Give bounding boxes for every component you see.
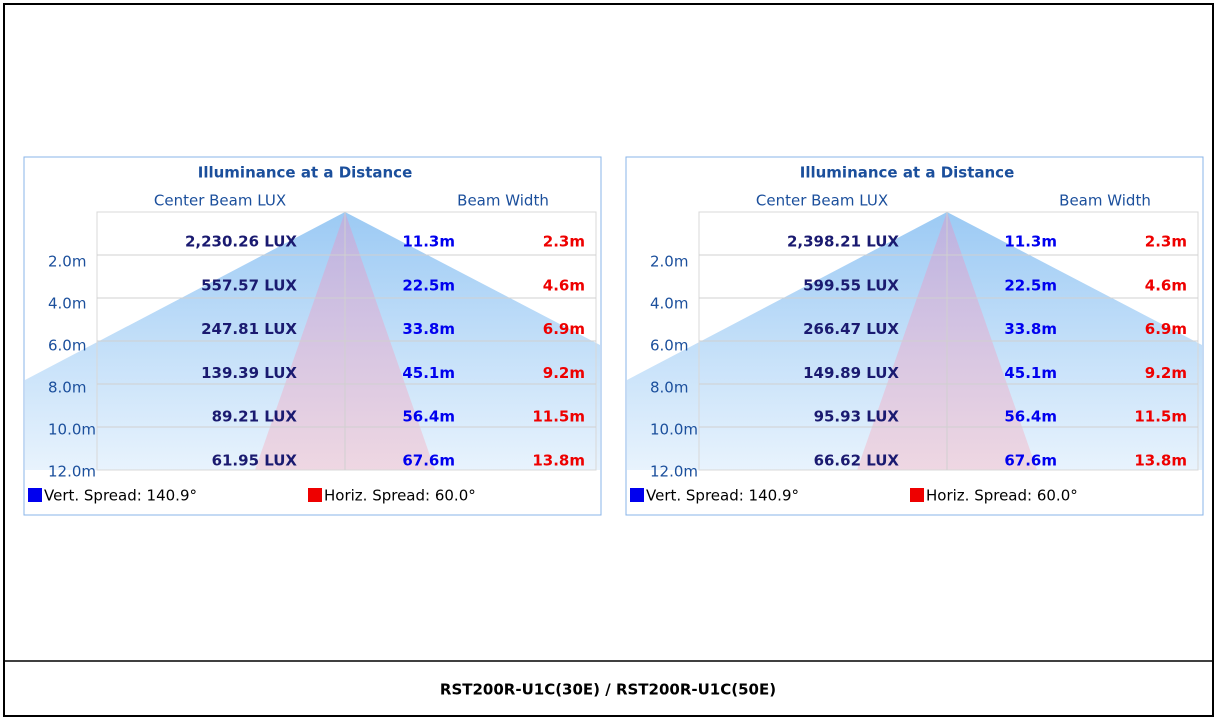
horizontal-width: 13.8m bbox=[532, 452, 585, 470]
lux-value: 66.62 LUX bbox=[814, 452, 900, 470]
distance-label: 2.0m bbox=[650, 253, 688, 271]
distance-label: 10.0m bbox=[48, 421, 96, 439]
lux-value: 266.47 LUX bbox=[803, 320, 899, 338]
horizontal-width: 13.8m bbox=[1134, 452, 1187, 470]
distance-label: 2.0m bbox=[48, 253, 86, 271]
horizontal-width: 4.6m bbox=[1145, 276, 1187, 294]
lux-value: 95.93 LUX bbox=[814, 408, 900, 426]
vertical-width: 11.3m bbox=[1004, 233, 1057, 251]
distance-label: 6.0m bbox=[48, 337, 86, 355]
horizontal-width: 4.6m bbox=[543, 276, 585, 294]
panel-title: Illuminance at a Distance bbox=[198, 164, 413, 182]
vertical-width: 67.6m bbox=[1004, 452, 1057, 470]
lux-value: 599.55 LUX bbox=[803, 276, 899, 294]
vertical-width: 33.8m bbox=[1004, 320, 1057, 338]
horizontal-width: 6.9m bbox=[543, 320, 585, 338]
distance-label: 6.0m bbox=[650, 337, 688, 355]
distance-label: 12.0m bbox=[650, 463, 698, 481]
legend-label: Vert. Spread: 140.9° bbox=[646, 487, 799, 505]
vertical-width: 45.1m bbox=[402, 364, 455, 382]
horizontal-width: 11.5m bbox=[1134, 408, 1187, 426]
column-header: Beam Width bbox=[1059, 192, 1151, 210]
legend-label: Vert. Spread: 140.9° bbox=[44, 487, 197, 505]
column-header: Center Beam LUX bbox=[756, 192, 888, 210]
lux-value: 247.81 LUX bbox=[201, 320, 297, 338]
horizontal-width: 6.9m bbox=[1145, 320, 1187, 338]
distance-label: 8.0m bbox=[48, 379, 86, 397]
legend-label: Horiz. Spread: 60.0° bbox=[926, 487, 1078, 505]
legend-swatch bbox=[28, 488, 42, 502]
vertical-width: 56.4m bbox=[1004, 408, 1057, 426]
frame bbox=[3, 3, 1214, 717]
legend-swatch bbox=[630, 488, 644, 502]
lux-value: 89.21 LUX bbox=[212, 408, 298, 426]
vertical-width: 11.3m bbox=[402, 233, 455, 251]
legend-swatch bbox=[308, 488, 322, 502]
horizontal-width: 2.3m bbox=[1145, 233, 1187, 251]
lux-value: 2,230.26 LUX bbox=[185, 233, 297, 251]
distance-label: 10.0m bbox=[650, 421, 698, 439]
vertical-width: 22.5m bbox=[1004, 276, 1057, 294]
lux-value: 139.39 LUX bbox=[201, 364, 297, 382]
lux-value: 149.89 LUX bbox=[803, 364, 899, 382]
vertical-width: 56.4m bbox=[402, 408, 455, 426]
legend-swatch bbox=[910, 488, 924, 502]
column-header: Center Beam LUX bbox=[154, 192, 286, 210]
lux-value: 557.57 LUX bbox=[201, 276, 297, 294]
distance-label: 8.0m bbox=[650, 379, 688, 397]
distance-label: 4.0m bbox=[48, 295, 86, 313]
panel-title: Illuminance at a Distance bbox=[800, 164, 1015, 182]
lux-value: 2,398.21 LUX bbox=[787, 233, 899, 251]
vertical-width: 33.8m bbox=[402, 320, 455, 338]
vertical-width: 67.6m bbox=[402, 452, 455, 470]
lux-value: 61.95 LUX bbox=[212, 452, 298, 470]
distance-label: 12.0m bbox=[48, 463, 96, 481]
vertical-width: 22.5m bbox=[402, 276, 455, 294]
column-header: Beam Width bbox=[457, 192, 549, 210]
horizontal-width: 9.2m bbox=[1145, 364, 1187, 382]
legend-label: Horiz. Spread: 60.0° bbox=[324, 487, 476, 505]
horizontal-width: 2.3m bbox=[543, 233, 585, 251]
vertical-width: 45.1m bbox=[1004, 364, 1057, 382]
caption: RST200R-U1C(30E) / RST200R-U1C(50E) bbox=[440, 681, 776, 699]
horizontal-width: 9.2m bbox=[543, 364, 585, 382]
horizontal-width: 11.5m bbox=[532, 408, 585, 426]
distance-label: 4.0m bbox=[650, 295, 688, 313]
